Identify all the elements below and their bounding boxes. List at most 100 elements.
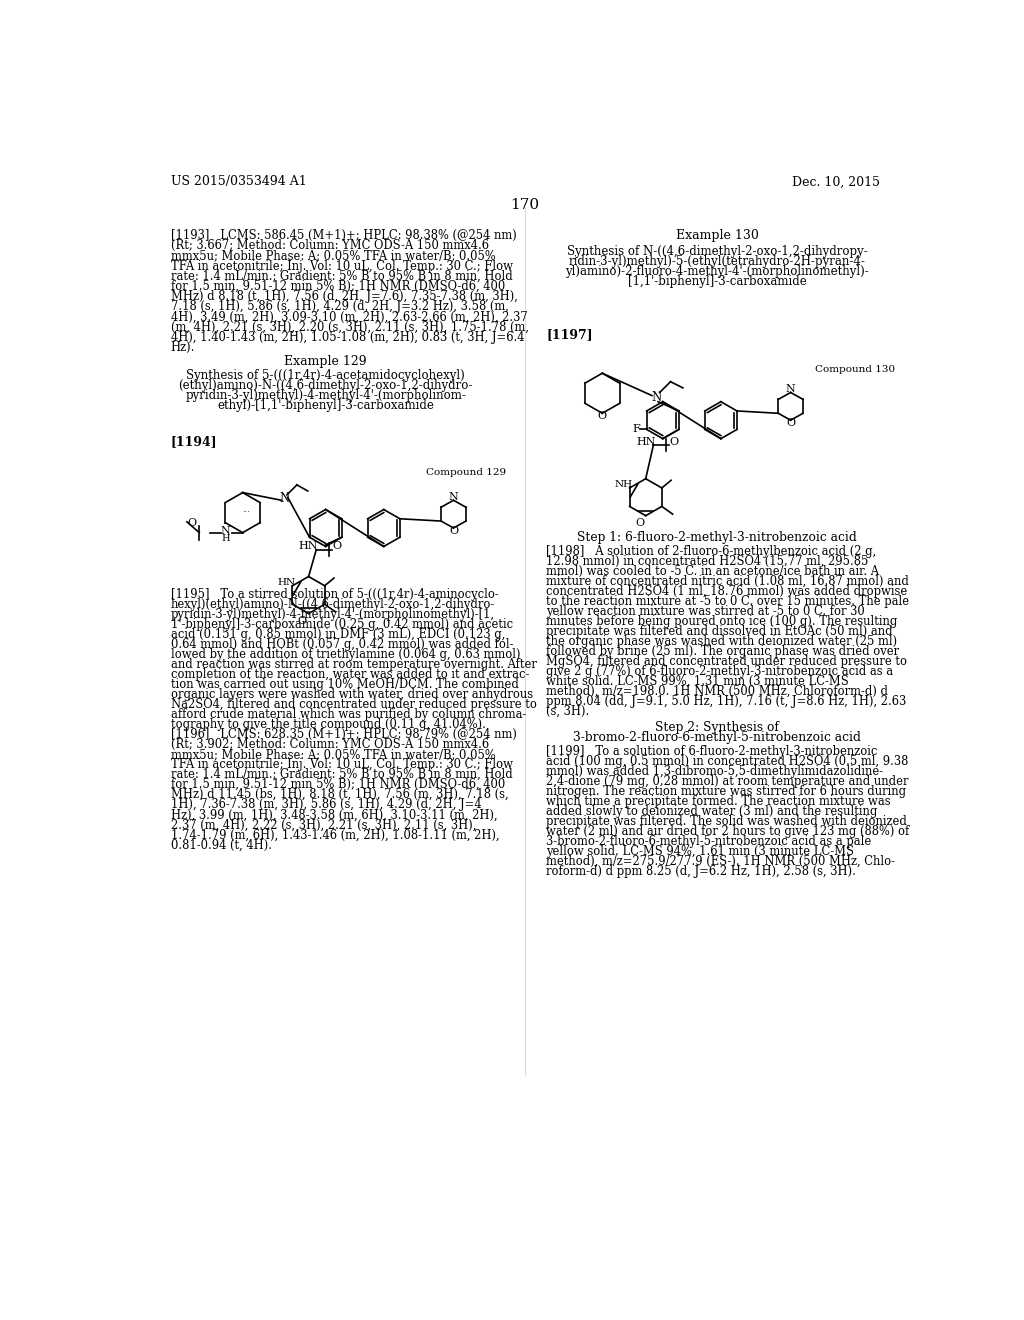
- Text: afford crude material which was purified by column chroma-: afford crude material which was purified…: [171, 708, 526, 721]
- Text: (Rt; 3.667; Method: Column: YMC ODS-A 150 mmx4.6: (Rt; 3.667; Method: Column: YMC ODS-A 15…: [171, 239, 488, 252]
- Text: yellow solid. LC-MS 94%, 1.61 min (3 minute LC-MS: yellow solid. LC-MS 94%, 1.61 min (3 min…: [547, 845, 854, 858]
- Text: yellow reaction mixture was stirred at -5 to 0 C. for 30: yellow reaction mixture was stirred at -…: [547, 605, 865, 618]
- Text: MHz) d 11.45 (bs, 1H), 8.18 (t, 1H), 7.56 (m, 3H), 7.18 (s,: MHz) d 11.45 (bs, 1H), 8.18 (t, 1H), 7.5…: [171, 788, 508, 801]
- Text: [1193]   LCMS: 586.45 (M+1)+; HPLC: 98.38% (@254 nm): [1193] LCMS: 586.45 (M+1)+; HPLC: 98.38%…: [171, 230, 516, 243]
- Text: TFA in acetonitrile; Inj. Vol: 10 uL, Col. Temp.: 30 C.; Flow: TFA in acetonitrile; Inj. Vol: 10 uL, Co…: [171, 758, 513, 771]
- Text: lowed by the addition of triethylamine (0.064 g, 0.63 mmol): lowed by the addition of triethylamine (…: [171, 648, 520, 661]
- Text: [1199]   To a solution of 6-fluoro-2-methyl-3-nitrobenzoic: [1199] To a solution of 6-fluoro-2-methy…: [547, 744, 878, 758]
- Text: Dec. 10, 2015: Dec. 10, 2015: [792, 176, 880, 189]
- Text: ppm 8.04 (dd, J=9.1, 5.0 Hz, 1H), 7.16 (t, J=8.6 Hz, 1H), 2.63: ppm 8.04 (dd, J=9.1, 5.0 Hz, 1H), 7.16 (…: [547, 696, 906, 708]
- Text: Synthesis of N-((4,6-dimethyl-2-oxo-1,2-dihydropy-: Synthesis of N-((4,6-dimethyl-2-oxo-1,2-…: [566, 244, 867, 257]
- Text: O: O: [669, 437, 678, 446]
- Text: added slowly to deionized water (3 ml) and the resulting: added slowly to deionized water (3 ml) a…: [547, 805, 878, 818]
- Text: N: N: [280, 492, 290, 506]
- Text: (m, 4H), 2.21 (s, 3H), 2.20 (s, 3H), 2.11 (s, 3H), 1.75-1.78 (m,: (m, 4H), 2.21 (s, 3H), 2.20 (s, 3H), 2.1…: [171, 321, 528, 334]
- Text: 4H), 3.49 (m, 2H), 3.09-3.10 (m, 2H), 2.63-2.66 (m, 2H), 2.37: 4H), 3.49 (m, 2H), 3.09-3.10 (m, 2H), 2.…: [171, 310, 527, 323]
- Text: [1197]: [1197]: [547, 327, 593, 341]
- Text: mmx5u; Mobile Phase: A; 0.05% TFA in water/B; 0.05%: mmx5u; Mobile Phase: A; 0.05% TFA in wat…: [171, 249, 496, 263]
- Text: [1196]   LCMS: 628.35 (M+1)+; HPLC: 98.79% (@254 nm): [1196] LCMS: 628.35 (M+1)+; HPLC: 98.79%…: [171, 729, 516, 742]
- Text: Example 129: Example 129: [285, 355, 367, 368]
- Text: O: O: [635, 519, 644, 528]
- Text: concentrated H2SO4 (1 ml, 18.76 mmol) was added dropwise: concentrated H2SO4 (1 ml, 18.76 mmol) wa…: [547, 585, 907, 598]
- Text: Compound 129: Compound 129: [426, 469, 506, 477]
- Text: [1194]: [1194]: [171, 436, 217, 449]
- Text: to the reaction mixture at -5 to 0 C. over 15 minutes. The pale: to the reaction mixture at -5 to 0 C. ov…: [547, 595, 909, 609]
- Text: O: O: [449, 527, 458, 536]
- Text: pyridin-3-yl)methyl)-4-methyl-4'-(morpholinomethyl)-[1,: pyridin-3-yl)methyl)-4-methyl-4'-(morpho…: [171, 609, 495, 622]
- Text: US 2015/0353494 A1: US 2015/0353494 A1: [171, 176, 306, 189]
- Text: Hz).: Hz).: [171, 341, 195, 354]
- Text: yl)amino)-2-fluoro-4-methyl-4'-(morpholinomethyl)-: yl)amino)-2-fluoro-4-methyl-4'-(morpholi…: [565, 265, 869, 279]
- Text: organic layers were washed with water, dried over anhydrous: organic layers were washed with water, d…: [171, 688, 532, 701]
- Text: acid (100 mg, 0.5 mmol) in concentrated H2SO4 (0.5 ml, 9.38: acid (100 mg, 0.5 mmol) in concentrated …: [547, 755, 909, 768]
- Text: followed by brine (25 ml). The organic phase was dried over: followed by brine (25 ml). The organic p…: [547, 645, 900, 659]
- Text: 1.74-1.79 (m, 6H), 1.43-1.46 (m, 2H), 1.08-1.11 (m, 2H),: 1.74-1.79 (m, 6H), 1.43-1.46 (m, 2H), 1.…: [171, 829, 500, 841]
- Text: 1H), 7.36-7.38 (m, 3H), 5.86 (s, 1H), 4.29 (d, 2H, J=4: 1H), 7.36-7.38 (m, 3H), 5.86 (s, 1H), 4.…: [171, 799, 481, 812]
- Text: the organic phase was washed with deionized water (25 ml): the organic phase was washed with deioni…: [547, 635, 898, 648]
- Text: N: N: [651, 391, 662, 404]
- Text: precipitate was filtered. The solid was washed with deionized: precipitate was filtered. The solid was …: [547, 816, 907, 828]
- Text: for 1.5 min, 9.51-12 min 5% B); 1H NMR (DMSO-d6, 400: for 1.5 min, 9.51-12 min 5% B); 1H NMR (…: [171, 280, 505, 293]
- Text: nitrogen. The reaction mixture was stirred for 6 hours during: nitrogen. The reaction mixture was stirr…: [547, 785, 906, 799]
- Text: N: N: [221, 527, 230, 536]
- Text: O: O: [598, 412, 607, 421]
- Text: Compound 130: Compound 130: [815, 364, 895, 374]
- Text: Hz), 3.99 (m, 1H), 3.48-3.58 (m, 6H), 3.10-3.11 (m, 2H),: Hz), 3.99 (m, 1H), 3.48-3.58 (m, 6H), 3.…: [171, 808, 498, 821]
- Text: 2,4-dione (79 mg, 0.28 mmol) at room temperature and under: 2,4-dione (79 mg, 0.28 mmol) at room tem…: [547, 775, 909, 788]
- Text: [1198]   A solution of 2-fluoro-6-methylbenzoic acid (2 g,: [1198] A solution of 2-fluoro-6-methylbe…: [547, 545, 877, 558]
- Text: method), m/z=198.0. 1H NMR (500 MHz, Chloroform-d) d: method), m/z=198.0. 1H NMR (500 MHz, Chl…: [547, 685, 889, 698]
- Text: Na2SO4, filtered and concentrated under reduced pressure to: Na2SO4, filtered and concentrated under …: [171, 698, 537, 711]
- Text: TFA in acetonitrile; Inj. Vol: 10 uL, Col. Temp.: 30 C.; Flow: TFA in acetonitrile; Inj. Vol: 10 uL, Co…: [171, 260, 513, 273]
- Text: O: O: [298, 616, 307, 626]
- Text: rate: 1.4 mL/min.; Gradient: 5% B to 95% B in 8 min, Hold: rate: 1.4 mL/min.; Gradient: 5% B to 95%…: [171, 269, 512, 282]
- Text: O: O: [786, 418, 796, 428]
- Text: completion of the reaction, water was added to it and extrac-: completion of the reaction, water was ad…: [171, 668, 529, 681]
- Text: acid (0.151 g, 0.85 mmol) in DMF (3 mL), EDCI (0.123 g,: acid (0.151 g, 0.85 mmol) in DMF (3 mL),…: [171, 628, 505, 642]
- Text: HN: HN: [299, 541, 318, 552]
- Text: for 1.5 min, 9.51-12 min 5% B); 1H NMR (DMSO-d6, 400: for 1.5 min, 9.51-12 min 5% B); 1H NMR (…: [171, 779, 505, 791]
- Text: 170: 170: [510, 198, 540, 213]
- Text: mmx5u; Mobile Phase: A; 0.05% TFA in water/B; 0.05%: mmx5u; Mobile Phase: A; 0.05% TFA in wat…: [171, 748, 496, 762]
- Text: (Rt; 3.902; Method: Column: YMC ODS-A 150 mmx4.6: (Rt; 3.902; Method: Column: YMC ODS-A 15…: [171, 738, 488, 751]
- Text: water (2 ml) and air dried for 2 hours to give 123 mg (88%) of: water (2 ml) and air dried for 2 hours t…: [547, 825, 909, 838]
- Text: method), m/z=275.9/277.9 (ES-). 1H NMR (500 MHz, Chlo-: method), m/z=275.9/277.9 (ES-). 1H NMR (…: [547, 855, 896, 869]
- Text: pyridin-3-yl)methyl)-4-methyl-4'-(morpholinom-: pyridin-3-yl)methyl)-4-methyl-4'-(morpho…: [185, 389, 466, 401]
- Text: F: F: [632, 425, 640, 434]
- Text: precipitate was filtered and dissolved in EtOAc (50 ml) and: precipitate was filtered and dissolved i…: [547, 626, 893, 638]
- Text: hexyl)(ethyl)amino)-N-((4,6-dimethyl-2-oxo-1,2-dihydro-: hexyl)(ethyl)amino)-N-((4,6-dimethyl-2-o…: [171, 598, 495, 611]
- Text: O: O: [332, 541, 341, 552]
- Text: ethyl)-[1,1'-biphenyl]-3-carboxamide: ethyl)-[1,1'-biphenyl]-3-carboxamide: [217, 399, 434, 412]
- Text: [1195]   To a stirred solution of 5-(((1r,4r)-4-aminocyclo-: [1195] To a stirred solution of 5-(((1r,…: [171, 589, 499, 601]
- Text: 7.18 (s, 1H), 5.86 (s, 1H), 4.29 (d, 2H, J=3.2 Hz), 3.58 (m,: 7.18 (s, 1H), 5.86 (s, 1H), 4.29 (d, 2H,…: [171, 301, 509, 313]
- Text: 1'-biphenyl]-3-carboxamide (0.25 g, 0.42 mmol) and acetic: 1'-biphenyl]-3-carboxamide (0.25 g, 0.42…: [171, 618, 513, 631]
- Text: 2.37 (m, 4H), 2.22 (s, 3H), 2.21 (s, 3H), 2.11 (s, 3H),: 2.37 (m, 4H), 2.22 (s, 3H), 2.21 (s, 3H)…: [171, 818, 476, 832]
- Text: N: N: [449, 492, 459, 502]
- Text: [1,1'-biphenyl]-3-carboxamide: [1,1'-biphenyl]-3-carboxamide: [628, 275, 806, 288]
- Text: MHz) d 8.18 (t, 1H), 7.56 (d, 2H, J=7.6), 7.35-7.38 (m, 3H),: MHz) d 8.18 (t, 1H), 7.56 (d, 2H, J=7.6)…: [171, 290, 517, 304]
- Text: 3-bromo-2-fluoro-6-methyl-5-nitrobenzoic acid as a pale: 3-bromo-2-fluoro-6-methyl-5-nitrobenzoic…: [547, 836, 871, 849]
- Text: and reaction was stirred at room temperature overnight. After: and reaction was stirred at room tempera…: [171, 659, 537, 671]
- Text: H: H: [221, 535, 230, 544]
- Text: N: N: [785, 384, 796, 395]
- Text: 0.64 mmol) and HOBt (0.057 g, 0.42 mmol) was added fol-: 0.64 mmol) and HOBt (0.057 g, 0.42 mmol)…: [171, 638, 513, 651]
- Text: 12.98 mmol) in concentrated H2SO4 (15.77 ml, 295.85: 12.98 mmol) in concentrated H2SO4 (15.77…: [547, 554, 869, 568]
- Text: HN: HN: [636, 437, 655, 446]
- Text: mmol) was cooled to -5 C. in an acetone/ice bath in air. A: mmol) was cooled to -5 C. in an acetone/…: [547, 565, 880, 578]
- Text: ridin-3-yl)methyl)-5-(ethyl(tetrahydro-2H-pyran-4-: ridin-3-yl)methyl)-5-(ethyl(tetrahydro-2…: [568, 255, 865, 268]
- Text: rate: 1.4 mL/min.; Gradient: 5% B to 95% B in 8 min, Hold: rate: 1.4 mL/min.; Gradient: 5% B to 95%…: [171, 768, 512, 781]
- Text: Step 1: 6-fluoro-2-methyl-3-nitrobenzoic acid: Step 1: 6-fluoro-2-methyl-3-nitrobenzoic…: [578, 531, 857, 544]
- Text: which time a precipitate formed. The reaction mixture was: which time a precipitate formed. The rea…: [547, 795, 891, 808]
- Text: tion was carried out using 10% MeOH/DCM. The combined: tion was carried out using 10% MeOH/DCM.…: [171, 678, 518, 692]
- Text: white solid. LC-MS 99%, 1.31 min (3 minute LC-MS: white solid. LC-MS 99%, 1.31 min (3 minu…: [547, 675, 849, 688]
- Text: mmol) was added 1,3-dibromo-5,5-dimethylimidazolidine-: mmol) was added 1,3-dibromo-5,5-dimethyl…: [547, 766, 884, 779]
- Text: 4H), 1.40-1.43 (m, 2H), 1.05-1.08 (m, 2H), 0.83 (t, 3H, J=6.4: 4H), 1.40-1.43 (m, 2H), 1.05-1.08 (m, 2H…: [171, 331, 524, 345]
- Text: Example 130: Example 130: [676, 230, 759, 243]
- Text: 0.81-0.94 (t, 4H).: 0.81-0.94 (t, 4H).: [171, 838, 271, 851]
- Text: Synthesis of 5-(((1r,4r)-4-acetamidocyclohexyl): Synthesis of 5-(((1r,4r)-4-acetamidocycl…: [186, 368, 465, 381]
- Text: minutes before being poured onto ice (100 g). The resulting: minutes before being poured onto ice (10…: [547, 615, 898, 628]
- Text: (ethyl)amino)-N-((4,6-dimethyl-2-oxo-1,2-dihydro-: (ethyl)amino)-N-((4,6-dimethyl-2-oxo-1,2…: [178, 379, 473, 392]
- Text: ...: ...: [242, 506, 250, 513]
- Text: HN: HN: [278, 578, 295, 587]
- Text: roform-d) d ppm 8.25 (d, J=6.2 Hz, 1H), 2.58 (s, 3H).: roform-d) d ppm 8.25 (d, J=6.2 Hz, 1H), …: [547, 866, 856, 878]
- Text: O: O: [187, 519, 197, 528]
